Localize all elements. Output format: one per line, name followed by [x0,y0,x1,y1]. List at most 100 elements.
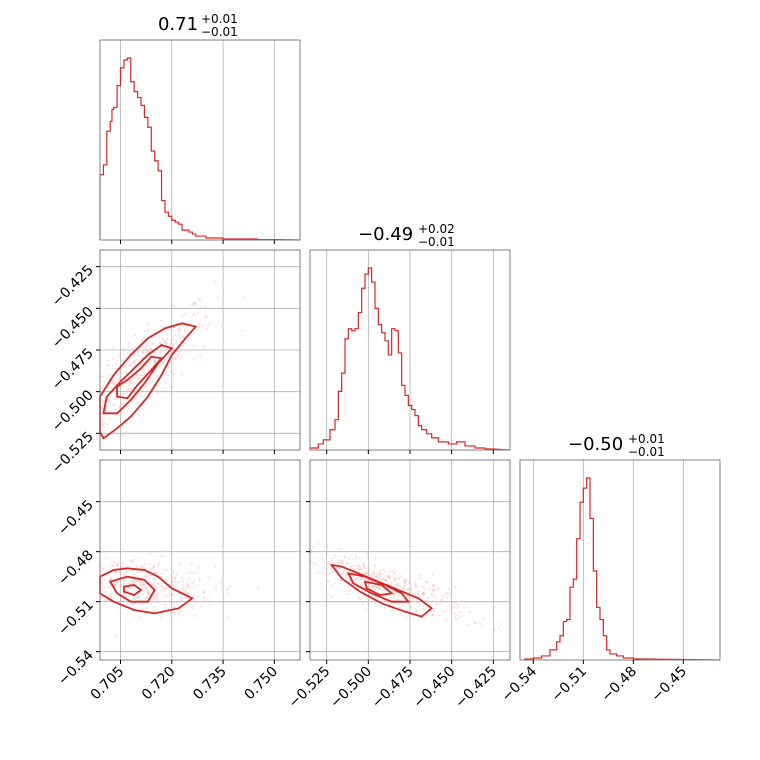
scatter-point [379,578,382,582]
scatter-point [388,575,391,578]
scatter-point [140,374,143,377]
scatter-point [152,584,155,587]
scatter-point [191,582,194,585]
scatter-point [158,342,162,345]
scatter-point [105,406,108,409]
scatter-point [124,365,127,368]
scatter-point [394,583,397,586]
scatter-point [354,577,357,581]
scatter-point [408,581,411,584]
tick-label-y-1: −0.48 [55,547,97,589]
scatter-point [200,318,203,321]
scatter-point [382,588,386,592]
scatter-point [169,361,172,364]
scatter-point [379,605,382,609]
scatter-point [100,386,103,390]
scatter-joint-1-0 [98,281,245,444]
scatter-point [100,595,103,599]
scatter-point [139,394,142,397]
scatter-point [405,616,408,619]
scatter-point [493,628,496,631]
scatter-point [395,578,398,581]
scatter-point [186,350,189,354]
scatter-point [136,402,139,405]
histogram-2 [524,477,721,661]
scatter-point [122,402,125,405]
scatter-point [132,580,135,584]
scatter-point [432,595,436,599]
scatter-point [177,329,181,332]
scatter-point [103,579,107,582]
scatter-point [166,365,170,368]
scatter-point [124,370,127,373]
scatter-point [161,326,164,329]
scatter-point [145,364,148,367]
scatter-point [453,601,457,604]
scatter-point [159,351,162,354]
scatter-point [210,600,213,603]
scatter-point [134,398,137,401]
scatter-point [385,578,388,582]
scatter-point [120,585,123,588]
scatter-point [193,614,196,617]
scatter-point [192,313,195,316]
title-hist-0: 0.71 [158,14,198,35]
scatter-point [358,569,361,572]
scatter-point [343,555,346,558]
ticks-joint-1-0: −0.425−0.450−0.475−0.500−0.525 [49,262,275,477]
scatter-point [403,580,406,583]
scatter-point [378,588,381,591]
scatter-point [147,593,150,596]
scatter-point [431,613,434,616]
scatter-point [149,574,152,577]
scatter-point [130,362,133,366]
scatter-point [142,593,145,596]
scatter-point [374,575,377,578]
scatter-point [374,596,378,599]
scatter-point [146,367,150,370]
scatter-point [190,562,193,565]
scatter-point [328,572,331,575]
scatter-point [409,581,412,584]
scatter-point [421,611,424,614]
scatter-point [127,586,131,589]
scatter-point [102,567,105,570]
scatter-point [100,570,104,573]
scatter-point [162,386,165,389]
scatter-point [404,579,407,583]
scatter-point [121,433,124,437]
scatter-point [482,617,485,621]
scatter-point [131,603,134,606]
scatter-point [431,573,435,576]
scatter-point [134,602,137,605]
scatter-point [428,603,432,606]
scatter-point [202,345,205,349]
tick-label-x-3: 0.750 [242,664,282,704]
scatter-point [348,588,351,592]
scatter-point [329,565,332,568]
panel-hist-2: −0.54 −0.51 −0.48 −0.45 −0.50 +0.01 −0.01 [499,432,721,706]
scatter-point [120,402,124,405]
scatter-point [171,385,174,388]
scatter-point [170,579,174,582]
scatter-point [190,303,193,306]
scatter-point [122,580,126,583]
title-hist-2-sub: −0.01 [628,445,665,459]
scatter-point [331,559,334,562]
scatter-point [109,374,112,377]
scatter-point [407,595,410,598]
scatter-point [126,384,130,387]
scatter-point [161,338,164,341]
scatter-point [374,557,377,560]
tick-label-x-1: −0.51 [549,664,591,706]
scatter-point [365,571,368,575]
scatter-point [435,595,438,598]
scatter-point [431,593,434,597]
scatter-point [425,580,428,583]
scatter-point [128,559,131,562]
scatter-joint-2-1 [309,541,502,631]
scatter-point [159,342,162,345]
scatter-point [365,572,368,575]
scatter-point [155,595,158,598]
scatter-point [153,358,156,362]
